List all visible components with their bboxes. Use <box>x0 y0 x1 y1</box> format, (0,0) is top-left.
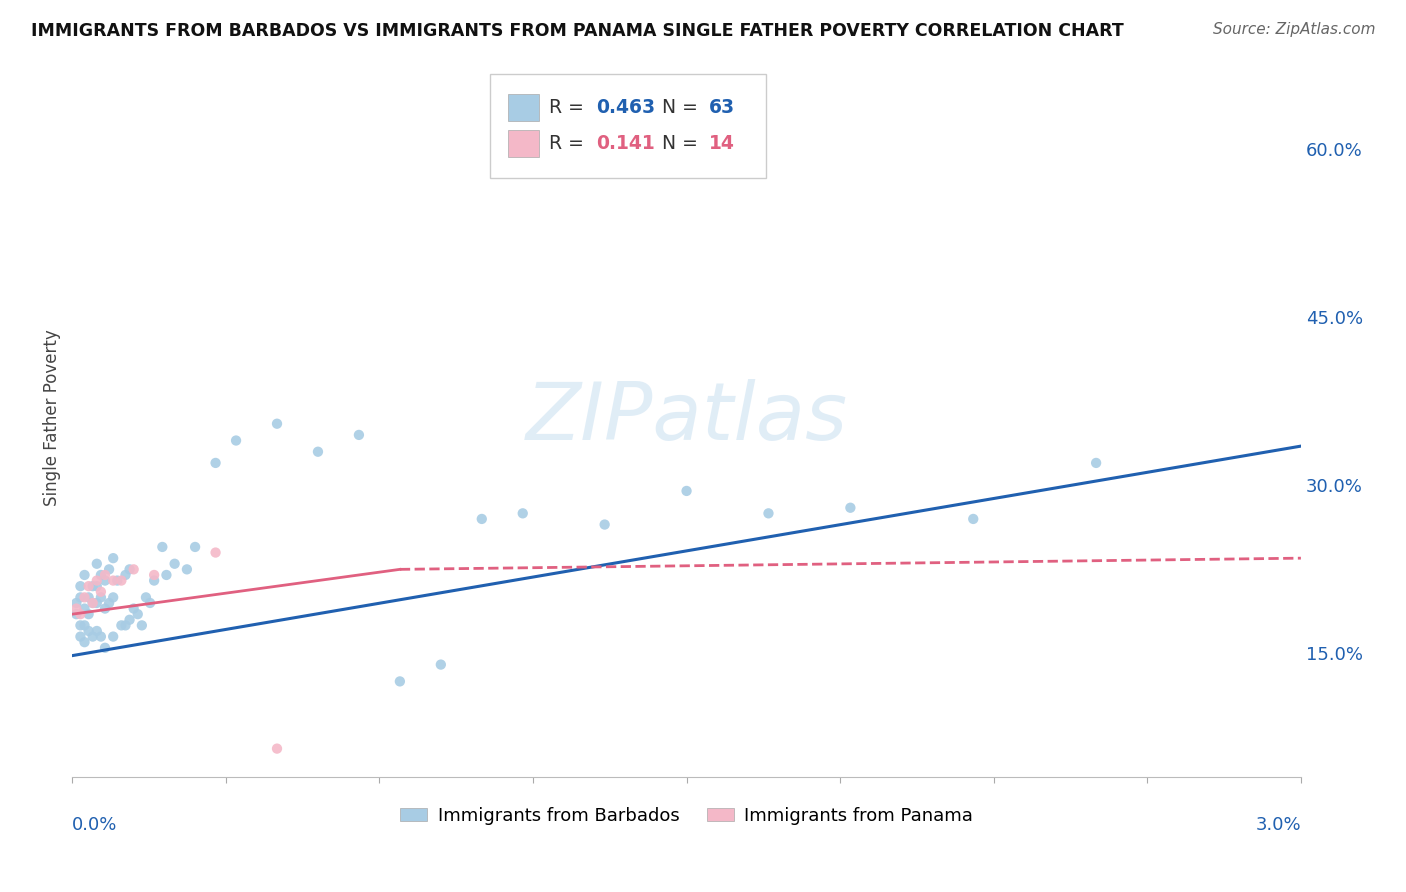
Point <box>675 483 697 498</box>
Y-axis label: Single Father Poverty: Single Father Poverty <box>44 330 60 507</box>
Point <box>266 417 288 431</box>
Point <box>839 500 862 515</box>
Text: 63: 63 <box>709 98 735 117</box>
Point <box>90 568 112 582</box>
Point <box>94 568 117 582</box>
Point <box>143 568 166 582</box>
Point <box>69 630 91 644</box>
Point <box>73 601 96 615</box>
Point <box>90 584 112 599</box>
Point <box>131 618 153 632</box>
Point <box>593 517 616 532</box>
Point <box>69 618 91 632</box>
Point <box>176 562 198 576</box>
Point <box>122 562 145 576</box>
Point <box>90 630 112 644</box>
Point <box>139 596 162 610</box>
Point <box>94 601 117 615</box>
Text: 14: 14 <box>709 134 734 153</box>
Point <box>110 618 132 632</box>
Point <box>77 579 100 593</box>
Point <box>266 741 288 756</box>
Point <box>307 444 329 458</box>
Point <box>135 591 157 605</box>
Point <box>94 574 117 588</box>
Text: 0.141: 0.141 <box>596 134 654 153</box>
Point <box>118 613 141 627</box>
Point <box>103 551 125 566</box>
Point <box>82 630 104 644</box>
Point <box>127 607 149 622</box>
Point <box>94 640 117 655</box>
Legend: Immigrants from Barbados, Immigrants from Panama: Immigrants from Barbados, Immigrants fro… <box>392 800 980 832</box>
Point <box>73 618 96 632</box>
FancyBboxPatch shape <box>489 74 766 178</box>
Point <box>86 574 108 588</box>
Point <box>471 512 494 526</box>
Point <box>430 657 453 672</box>
Text: Source: ZipAtlas.com: Source: ZipAtlas.com <box>1212 22 1375 37</box>
Text: 3.0%: 3.0% <box>1256 816 1301 834</box>
Point <box>122 601 145 615</box>
Point <box>204 456 226 470</box>
Point <box>86 579 108 593</box>
Point <box>86 557 108 571</box>
Point <box>73 635 96 649</box>
Point <box>225 434 247 448</box>
Point <box>69 591 91 605</box>
Point <box>118 562 141 576</box>
FancyBboxPatch shape <box>509 130 538 157</box>
Point <box>103 630 125 644</box>
Point <box>512 506 534 520</box>
Point <box>82 596 104 610</box>
Point <box>184 540 207 554</box>
Point <box>65 607 87 622</box>
Point <box>103 574 125 588</box>
Point <box>758 506 780 520</box>
Text: IMMIGRANTS FROM BARBADOS VS IMMIGRANTS FROM PANAMA SINGLE FATHER POVERTY CORRELA: IMMIGRANTS FROM BARBADOS VS IMMIGRANTS F… <box>31 22 1123 40</box>
Point <box>150 540 173 554</box>
Point <box>962 512 984 526</box>
Point <box>105 574 128 588</box>
Point <box>86 596 108 610</box>
Point <box>73 591 96 605</box>
Point <box>77 591 100 605</box>
Text: 0.463: 0.463 <box>596 98 655 117</box>
Point <box>65 596 87 610</box>
Point <box>114 618 136 632</box>
Point <box>143 574 166 588</box>
Text: R =: R = <box>548 98 591 117</box>
Point <box>73 568 96 582</box>
Text: N =: N = <box>650 134 703 153</box>
Point <box>69 607 91 622</box>
Point <box>163 557 186 571</box>
Text: R =: R = <box>548 134 591 153</box>
Point <box>204 545 226 559</box>
Point <box>347 428 370 442</box>
Point <box>103 591 125 605</box>
Text: 0.0%: 0.0% <box>72 816 118 834</box>
Point <box>98 596 121 610</box>
Point <box>1085 456 1108 470</box>
Point <box>388 674 411 689</box>
Point <box>98 562 121 576</box>
Point <box>77 624 100 638</box>
Point <box>90 591 112 605</box>
Point <box>155 568 177 582</box>
Point <box>82 579 104 593</box>
Point <box>65 601 87 615</box>
Text: N =: N = <box>650 98 703 117</box>
Point <box>86 624 108 638</box>
FancyBboxPatch shape <box>509 94 538 121</box>
Point <box>77 607 100 622</box>
Point <box>114 568 136 582</box>
Point <box>110 574 132 588</box>
Text: ZIPatlas: ZIPatlas <box>526 379 848 457</box>
Point <box>69 579 91 593</box>
Point <box>82 596 104 610</box>
